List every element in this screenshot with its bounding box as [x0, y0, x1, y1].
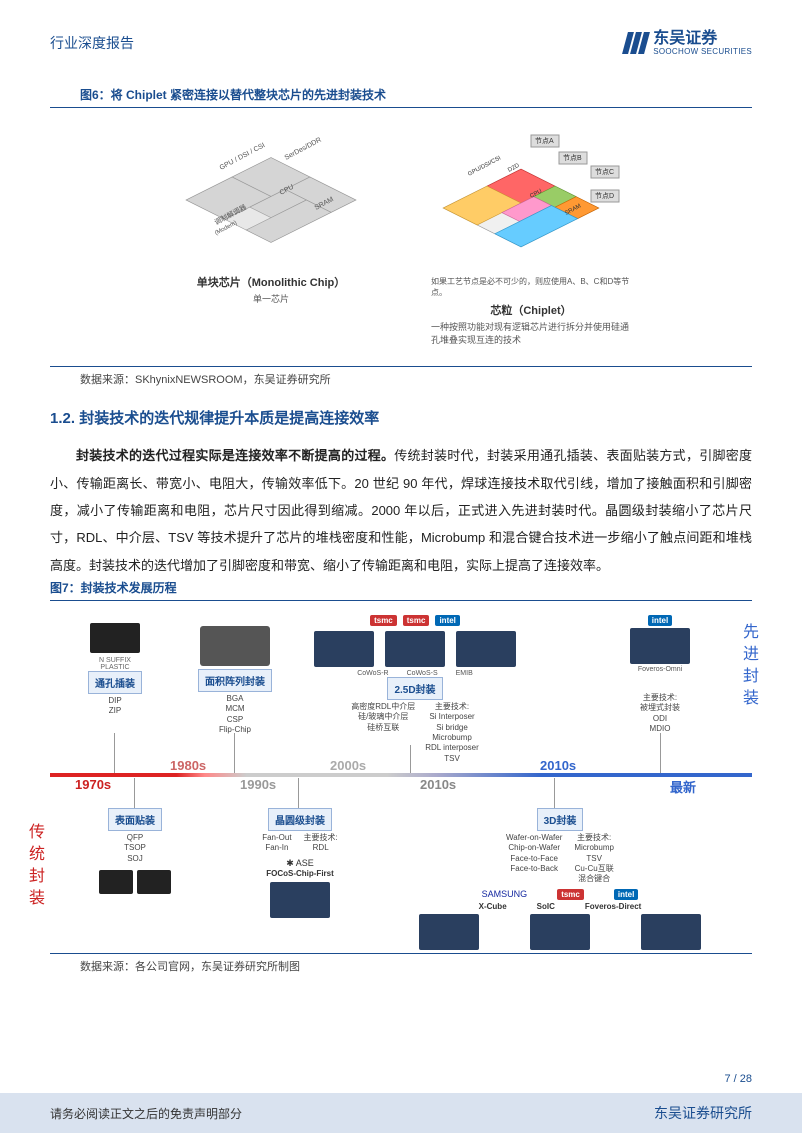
node-dip: N SUFFIXPLASTIC 通孔插装 DIPZIP	[60, 623, 170, 717]
svg-text:节点A: 节点A	[535, 137, 554, 145]
svg-text:节点C: 节点C	[595, 168, 614, 176]
svg-text:SerDes/DDR: SerDes/DDR	[284, 137, 323, 162]
figure-7: 图7：封装技术发展历程 先进封装 传统封装 1970s 1980s 1990s …	[50, 579, 752, 974]
company-logo: 东吴证券 SOOCHOW SECURITIES	[625, 30, 752, 56]
logo-en: SOOCHOW SECURITIES	[653, 48, 752, 57]
mono-label: 单块芯片（Monolithic Chip）	[197, 274, 345, 290]
chiplet-label: 芯粒（Chiplet）	[490, 302, 571, 318]
report-type: 行业深度报告	[50, 33, 134, 53]
era-1980: 1980s	[170, 758, 206, 773]
section-heading: 封装技术的迭代规律提升本质是提高连接效率	[79, 410, 379, 427]
logo-mark-icon	[625, 32, 647, 54]
svg-text:GPU/DSI/CSI: GPU/DSI/CSI	[467, 156, 502, 179]
mono-sub: 单一芯片	[253, 292, 289, 305]
monolithic-chip-diagram: GPU / DSI / CSI 调制解调器 (Modem) SerDes/DDR…	[161, 130, 381, 346]
timeline-bar	[50, 773, 752, 777]
node-wlp: 晶圆级封装 Fan-OutFan-In 主要技术:RDL ✱ ASE FOCoS…	[230, 808, 370, 921]
footer-org: 东吴证券研究所	[654, 1103, 752, 1123]
chiplet-diagram: 节点A 节点B 节点C 节点D GPU/DSI/CSI D2D CPU SRAM…	[421, 130, 641, 346]
era-2010b: 2010s	[540, 758, 576, 773]
advanced-label: 先进封装	[736, 623, 760, 711]
fig7-source: 数据来源：各公司官网，东吴证券研究所制图	[50, 953, 752, 974]
traditional-label: 传统封装	[22, 823, 46, 911]
section-title: 1.2. 封装技术的迭代规律提升本质是提高连接效率	[50, 407, 752, 428]
figure-6: 图6：将 Chiplet 紧密连接以替代整块芯片的先进封装技术 GPU / DS…	[50, 86, 752, 387]
fig6-source: 数据来源：SKhynixNEWSROOM，东吴证券研究所	[50, 366, 752, 387]
logo-cn: 东吴证券	[653, 30, 752, 48]
era-latest: 最新	[670, 777, 696, 796]
era-2010a: 2010s	[420, 777, 456, 792]
node-25d: tsmctsmcintel CoWoS-RCoWoS-SEMIB 2.5D封装 …	[310, 615, 520, 764]
chiplet-note: 如果工艺节点是必不可少的，则应使用A、B、C和D等节点。	[431, 276, 631, 298]
disclaimer: 请务必阅读正文之后的免责声明部分	[50, 1105, 242, 1122]
node-omni: intel Foveros-Omni 主要技术: 被埋式封装ODIMDIO	[595, 615, 725, 735]
body-paragraph: 封装技术的迭代过程实际是连接效率不断提高的过程。传统封装时代，封装采用通孔插装、…	[50, 442, 752, 578]
node-bga: 面积阵列封装 BGAMCMCSPFlip-Chip	[180, 623, 290, 736]
node-3d: 3D封装 Wafer-on-WaferChip-on-WaferFace-to-…	[400, 808, 720, 953]
page-number: 7 / 28	[0, 1073, 802, 1093]
svg-text:节点B: 节点B	[563, 154, 582, 162]
era-1970: 1970s	[75, 777, 111, 792]
page-footer: 7 / 28 请务必阅读正文之后的免责声明部分 东吴证券研究所	[0, 1073, 802, 1133]
node-smt: 表面贴装 QFPTSOPSOJ	[80, 808, 190, 894]
section-num: 1.2.	[50, 410, 75, 427]
chiplet-desc: 一种按照功能对现有逻辑芯片进行拆分并使用硅通孔堆叠实现互连的技术	[431, 320, 631, 346]
page-header: 行业深度报告 东吴证券 SOOCHOW SECURITIES	[50, 30, 752, 56]
era-1990: 1990s	[240, 777, 276, 792]
fig6-caption: 图6：将 Chiplet 紧密连接以替代整块芯片的先进封装技术	[50, 86, 752, 108]
fig7-caption: 图7：封装技术发展历程	[50, 579, 752, 601]
svg-text:节点D: 节点D	[595, 192, 614, 200]
